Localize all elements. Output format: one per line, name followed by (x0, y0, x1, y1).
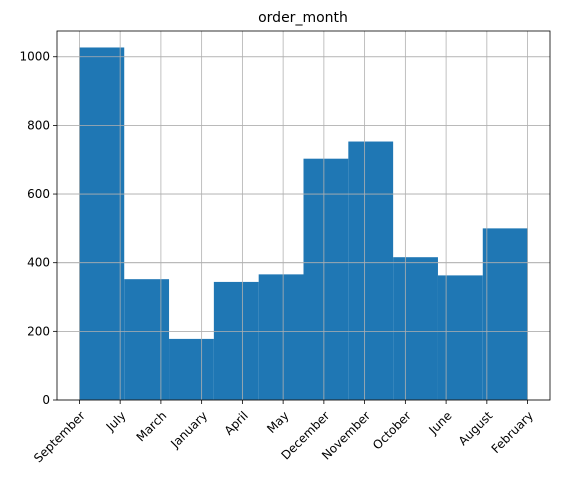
chart-title: order_month (258, 10, 348, 26)
y-tick-label: 0 (42, 393, 50, 407)
axes-frame (56, 30, 551, 401)
y-tick-label: 200 (27, 324, 50, 338)
y-tick-label: 400 (27, 256, 50, 270)
grid-lines-front (57, 31, 550, 401)
x-tick-label-july: July (103, 409, 129, 435)
bar-2 (169, 338, 214, 400)
y-axis: 0 200 400 600 800 1000 (19, 50, 57, 407)
bar-5 (303, 158, 349, 400)
y-tick-label: 1000 (19, 50, 50, 64)
bar-4 (258, 274, 304, 400)
bar-8 (437, 275, 483, 400)
x-tick-label-october: October (370, 409, 414, 453)
bar-9 (482, 228, 528, 400)
bar-6 (348, 141, 394, 400)
x-tick-label-june: June (425, 409, 454, 438)
x-tick-label-august: August (456, 408, 496, 448)
x-tick-label-september: September (31, 409, 88, 466)
bar-1 (124, 279, 170, 400)
bar-3 (213, 281, 259, 400)
x-tick-label-february: February (489, 409, 537, 457)
x-tick-label-april: April (222, 409, 251, 438)
bars (79, 47, 528, 400)
y-tick-label: 800 (27, 118, 50, 132)
x-tick-label-may: May (264, 409, 291, 436)
y-tick-label: 600 (27, 187, 50, 201)
bar-7 (393, 257, 438, 400)
x-tick-label-march: March (134, 409, 170, 445)
x-tick-label-january: January (167, 409, 210, 452)
bar-0 (79, 47, 125, 400)
